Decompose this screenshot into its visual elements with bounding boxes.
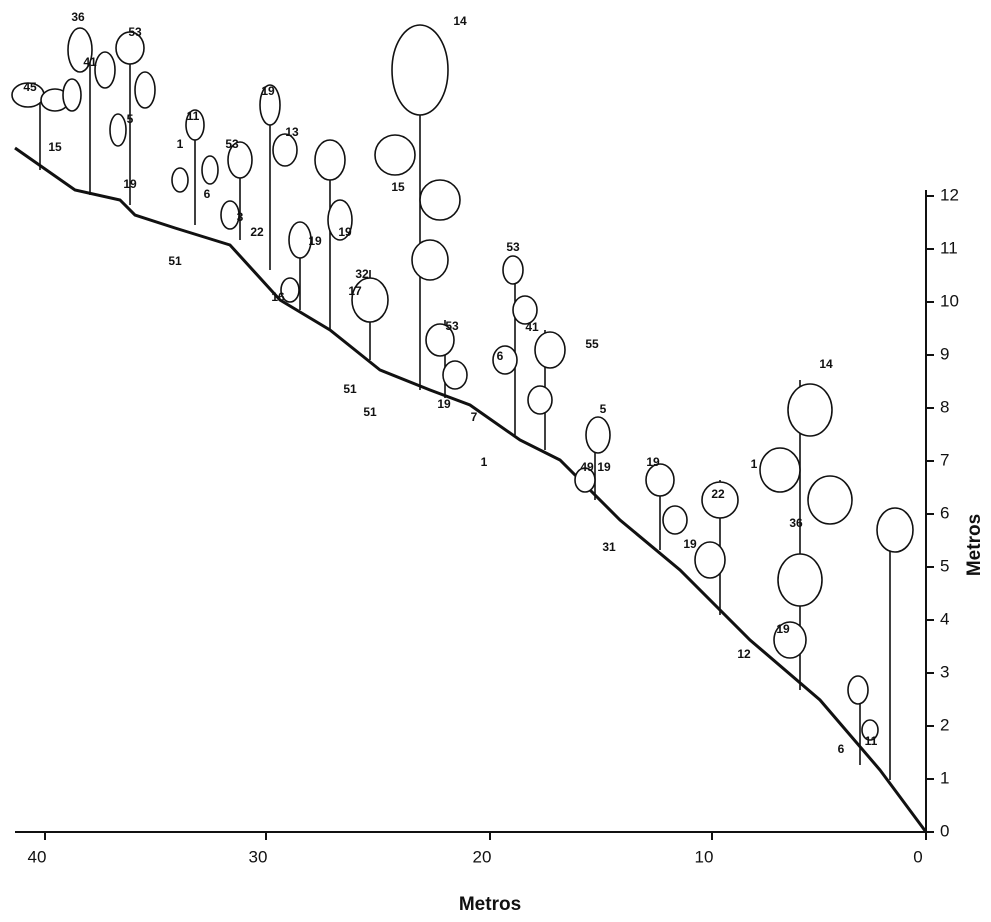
plant-label: 5 [600, 402, 607, 416]
plant-label: 32 [355, 267, 369, 281]
plant-label: 15 [391, 180, 405, 194]
y-tick-label: 9 [940, 344, 949, 363]
x-axis-title: Metros [459, 894, 521, 915]
plant-label: 1 [177, 137, 184, 151]
x-tick-label: 40 [28, 847, 47, 866]
plant-label: 17 [348, 284, 362, 298]
plant-label: 6 [204, 187, 211, 201]
plant-label: 19 [646, 455, 660, 469]
plant-label: 12 [737, 647, 751, 661]
plant-label: 41 [83, 55, 97, 69]
plant-label: 14 [819, 357, 833, 371]
y-tick-label: 0 [940, 821, 949, 840]
plant-label: 36 [789, 516, 803, 530]
plant-label: 53 [506, 240, 520, 254]
y-tick-label: 5 [940, 556, 949, 575]
plant-label: 14 [453, 14, 467, 28]
plant-label: 53 [225, 137, 239, 151]
plant-label: 31 [602, 540, 616, 554]
x-tick-label: 30 [249, 847, 268, 866]
y-tick-label: 12 [940, 185, 959, 204]
plant-label: 3 [237, 210, 244, 224]
vegetation [11, 24, 914, 780]
plant-label: 19 [261, 84, 275, 98]
y-tick-label: 1 [940, 768, 949, 787]
plant-label: 19 [123, 177, 137, 191]
plant-label: 41 [525, 320, 539, 334]
plant-label: 45 [23, 80, 37, 94]
y-tick-label: 4 [940, 609, 949, 628]
x-tick-label: 20 [473, 847, 492, 866]
plant-label: 19 [597, 460, 611, 474]
plant-label: 19 [308, 234, 322, 248]
plant-label: 6 [838, 742, 845, 756]
plant-label: 19 [338, 225, 352, 239]
plant-label: 11 [187, 109, 200, 123]
plant-label: 22 [250, 225, 264, 239]
plant-label: 16 [271, 290, 285, 304]
plant-label: 7 [471, 410, 478, 424]
plant-label: 53 [445, 319, 459, 333]
plant-label: 13 [285, 125, 299, 139]
plant-label: 55 [585, 337, 599, 351]
plant-label: 36 [71, 10, 85, 24]
x-tick-label: 0 [913, 847, 922, 866]
y-tick-label: 8 [940, 397, 949, 416]
y-tick-label: 7 [940, 450, 949, 469]
y-tick-label: 6 [940, 503, 949, 522]
ground-profile [14, 146, 928, 833]
plant-label: 49 [580, 460, 594, 474]
plant-label: 6 [497, 349, 504, 363]
plant-label: 5 [127, 112, 134, 126]
plant-label: 19 [437, 397, 451, 411]
plant-label: 51 [168, 254, 182, 268]
plant-label: 11 [865, 734, 878, 748]
plant-label: 19 [776, 622, 790, 636]
plant-label: 51 [343, 382, 357, 396]
y-tick-label: 11 [940, 238, 958, 257]
y-axis-title: Metros [964, 514, 985, 576]
plant-label: 19 [683, 537, 697, 551]
plant-label: 22 [711, 487, 725, 501]
plant-label: 15 [48, 140, 62, 154]
y-tick-label: 3 [940, 662, 949, 681]
x-tick-label: 10 [695, 847, 714, 866]
y-tick-label: 2 [940, 715, 949, 734]
plant-label: 51 [363, 405, 377, 419]
plant-label: 1 [481, 455, 488, 469]
plant-label: 1 [751, 457, 758, 471]
y-tick-label: 10 [940, 291, 959, 310]
plant-label: 53 [128, 25, 142, 39]
